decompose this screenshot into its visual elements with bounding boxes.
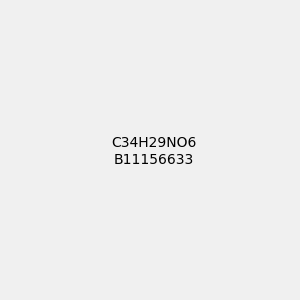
Text: C34H29NO6
B11156633: C34H29NO6 B11156633 [111, 136, 196, 166]
